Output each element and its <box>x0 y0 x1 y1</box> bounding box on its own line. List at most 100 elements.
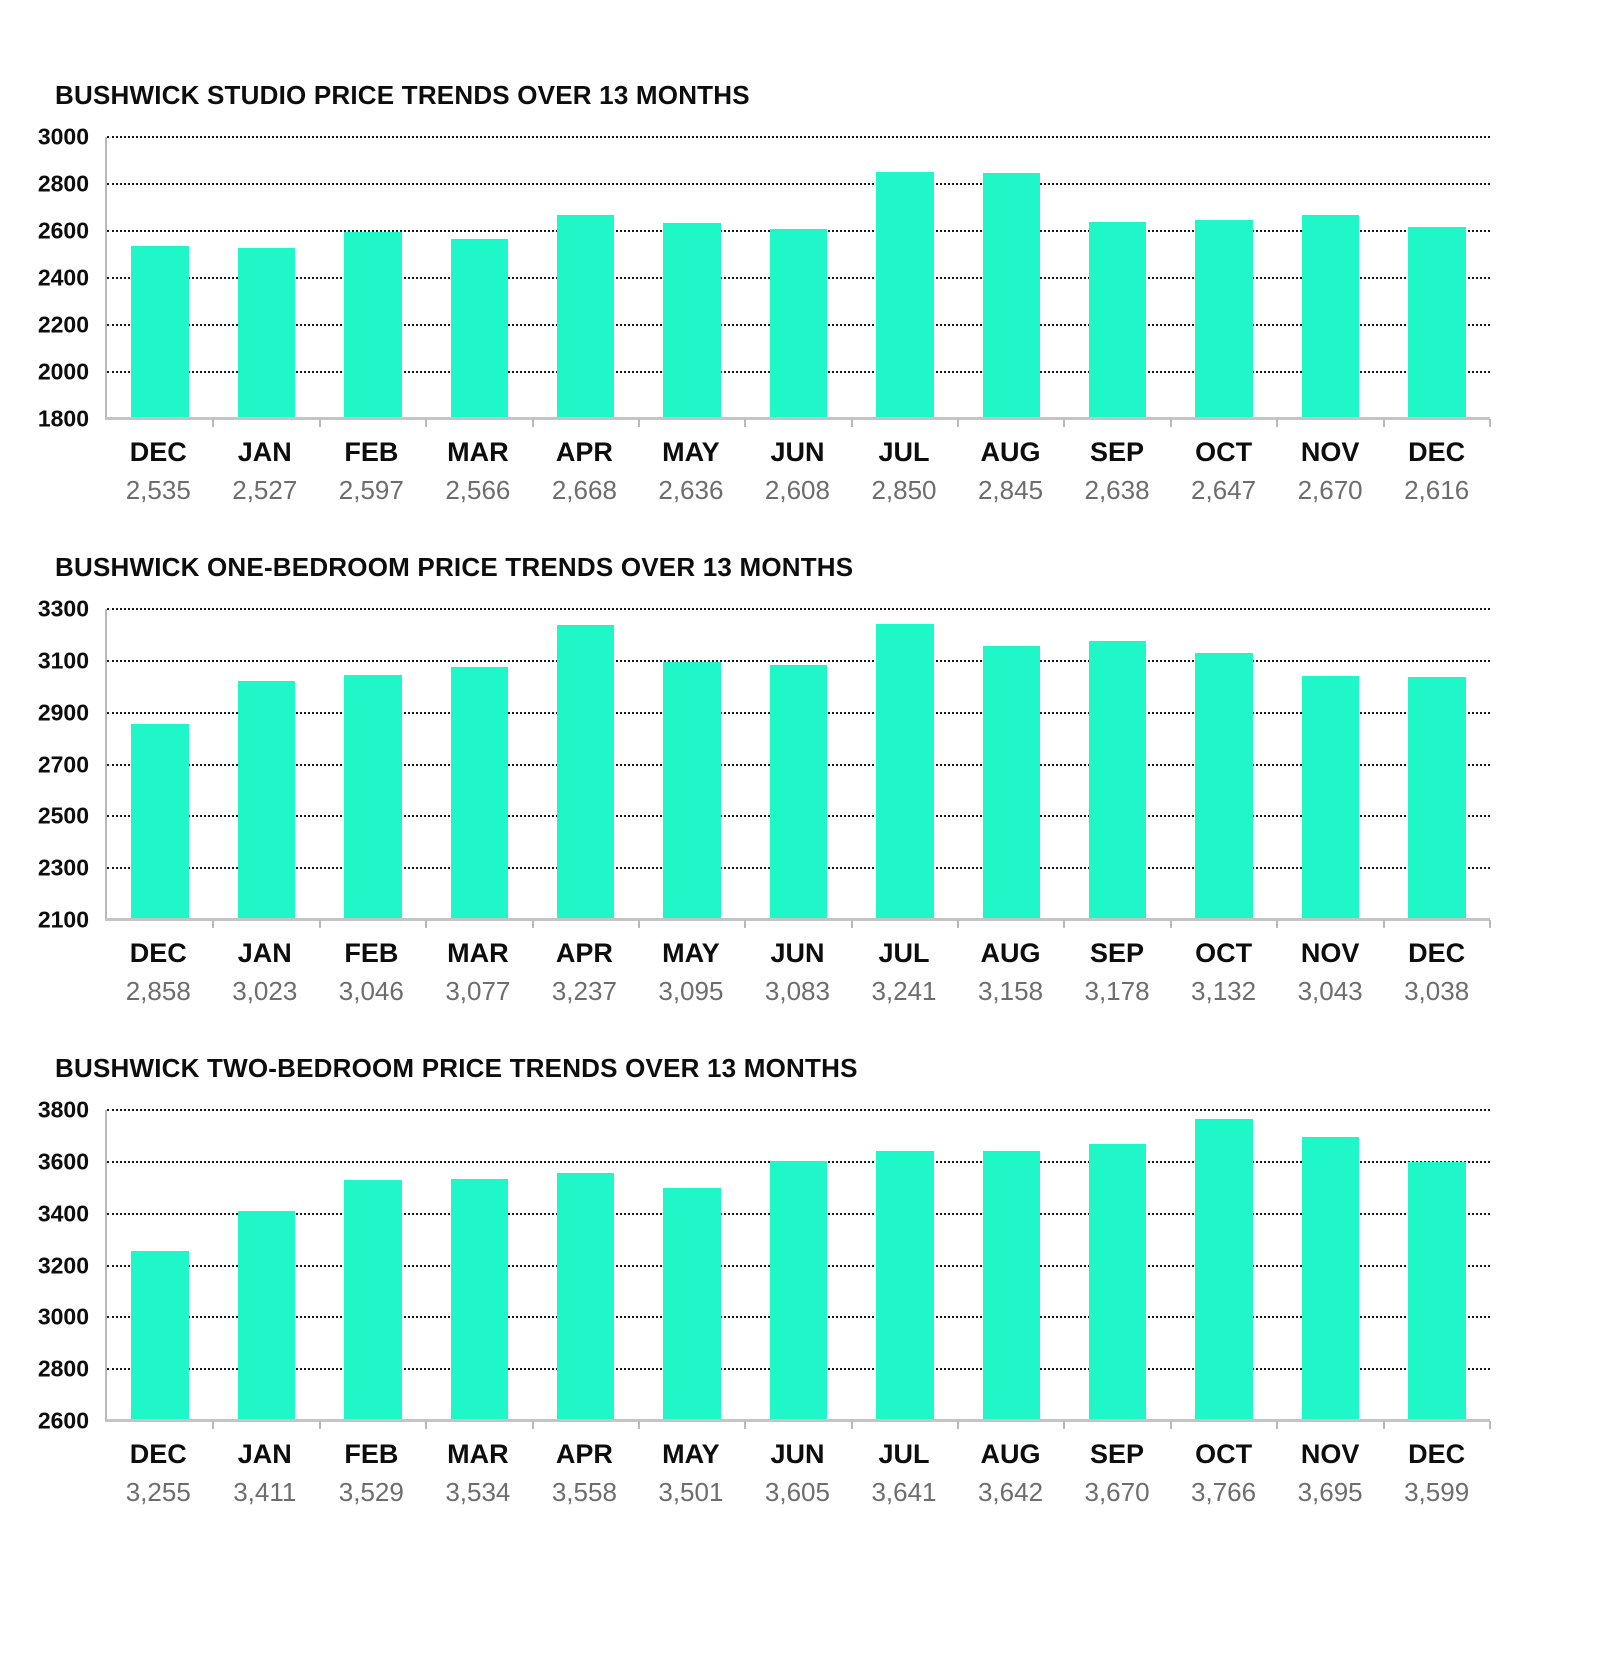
month-label: JUL <box>878 437 930 467</box>
studio-price-chart: BUSHWICK STUDIO PRICE TRENDS OVER 13 MON… <box>0 80 1600 506</box>
value-label: 3,132 <box>1191 976 1257 1006</box>
value-label: 2,858 <box>125 976 191 1006</box>
x-axis-line <box>105 417 1490 420</box>
value-label: 3,642 <box>977 1477 1044 1507</box>
bar <box>450 239 509 419</box>
x-axis-tick <box>850 920 853 928</box>
bar-cell <box>1065 609 1171 920</box>
bar-cell <box>107 609 213 920</box>
month-label: DEC <box>1408 1439 1466 1469</box>
bar <box>982 1150 1041 1421</box>
x-axis-tick <box>1382 1421 1385 1429</box>
value-label: 3,043 <box>1297 976 1363 1006</box>
y-axis-tick-label: 3300 <box>37 595 89 622</box>
value-label: 3,766 <box>1191 1477 1257 1507</box>
y-axis-tick-label: 2700 <box>37 751 89 777</box>
bar-cell <box>320 137 426 419</box>
bar-cell <box>852 1110 958 1421</box>
month-label: SEP <box>1090 437 1145 467</box>
x-axis-tick <box>212 920 215 928</box>
price-trends-report: BUSHWICK STUDIO PRICE TRENDS OVER 13 MON… <box>0 80 1600 1508</box>
bar-cell <box>1065 137 1171 419</box>
bar <box>1301 1137 1360 1421</box>
bar-cell <box>852 137 958 419</box>
value-label: 3,241 <box>871 976 937 1006</box>
x-axis: DEC 3,255 JAN 3,411 FEB 3,529 MAR 3,534 APR 3,558… <box>105 1439 1600 1508</box>
gridline <box>107 659 1490 662</box>
value-label: 3,095 <box>658 976 724 1006</box>
bar <box>769 1160 828 1421</box>
month-label: JAN <box>237 437 292 467</box>
x-axis-tick <box>1169 419 1172 427</box>
x-category: DEC 3,038 <box>1383 938 1490 1007</box>
month-label: JUL <box>878 1439 930 1469</box>
month-label: OCT <box>1195 938 1253 968</box>
month-label: JUL <box>878 938 930 968</box>
x-category: JUL 3,641 <box>851 1439 958 1508</box>
y-axis-tick-label: 3200 <box>37 1252 89 1278</box>
x-axis-tick <box>850 419 853 427</box>
x-category: SEP 3,670 <box>1064 1439 1171 1508</box>
x-category: JUN 3,605 <box>744 1439 851 1508</box>
month-label: NOV <box>1300 437 1360 467</box>
two-bedroom-price-chart: BUSHWICK TWO-BEDROOM PRICE TRENDS OVER 1… <box>0 1053 1600 1508</box>
x-axis-line <box>105 1419 1490 1422</box>
bar <box>769 665 828 920</box>
x-axis-tick <box>957 1421 960 1429</box>
bar-cell <box>745 137 851 419</box>
value-label: 2,845 <box>977 475 1044 505</box>
value-label: 3,023 <box>232 976 298 1006</box>
y-axis-tick-label: 1800 <box>37 405 89 432</box>
value-label: 3,529 <box>338 1477 404 1507</box>
x-category: NOV 2,670 <box>1277 437 1384 506</box>
month-label: OCT <box>1195 437 1253 467</box>
bar-cell <box>1171 1110 1277 1421</box>
value-label: 2,636 <box>658 475 724 505</box>
month-label: APR <box>555 1439 613 1469</box>
x-axis-tick <box>744 1421 747 1429</box>
month-label: JUN <box>770 938 825 968</box>
plot <box>105 608 1491 928</box>
chart-plot-area: 3800 3600 3400 3200 3000 2800 2600 <box>0 1097 1600 1434</box>
x-axis-tick <box>1063 419 1066 427</box>
x-category: MAR 3,534 <box>425 1439 532 1508</box>
y-axis-tick-label: 3600 <box>37 1148 89 1175</box>
month-label: DEC <box>129 1439 187 1469</box>
x-category: OCT 2,647 <box>1170 437 1277 506</box>
y-axis-tick-label: 2200 <box>37 311 89 338</box>
bar <box>1195 1118 1253 1421</box>
value-label: 3,411 <box>233 1477 297 1507</box>
x-category: APR 2,668 <box>531 437 638 506</box>
bar <box>450 1178 509 1421</box>
x-category: JAN 2,527 <box>212 437 319 506</box>
x-axis-tick <box>637 419 640 427</box>
bars <box>107 137 1490 419</box>
x-axis-tick <box>425 920 428 928</box>
x-axis-tick <box>637 920 640 928</box>
x-axis-tick <box>318 1421 321 1429</box>
x-axis-tick <box>1382 920 1385 928</box>
value-label: 2,527 <box>232 475 298 505</box>
x-category: JUN 3,083 <box>744 938 851 1007</box>
value-label: 2,647 <box>1191 475 1257 505</box>
bar-cell <box>426 137 532 419</box>
y-axis-tick-label: 3100 <box>37 647 89 674</box>
value-label: 3,158 <box>977 976 1044 1006</box>
bar <box>237 248 296 419</box>
x-category: DEC 2,858 <box>105 938 212 1007</box>
bar <box>237 680 296 920</box>
value-label: 3,534 <box>445 1477 511 1507</box>
value-label: 3,501 <box>658 1477 724 1507</box>
bar-cell <box>533 609 639 920</box>
value-label: 3,077 <box>445 976 511 1006</box>
x-category: MAY 2,636 <box>638 437 745 506</box>
bar <box>1408 676 1466 920</box>
bar <box>982 645 1041 920</box>
month-label: DEC <box>129 938 187 968</box>
x-axis-tick <box>744 920 747 928</box>
bar-cell <box>213 1110 319 1421</box>
bar <box>237 1210 296 1421</box>
y-axis-tick-label: 2800 <box>37 1355 89 1382</box>
bar-cell <box>639 137 745 419</box>
month-label: OCT <box>1195 1439 1253 1469</box>
